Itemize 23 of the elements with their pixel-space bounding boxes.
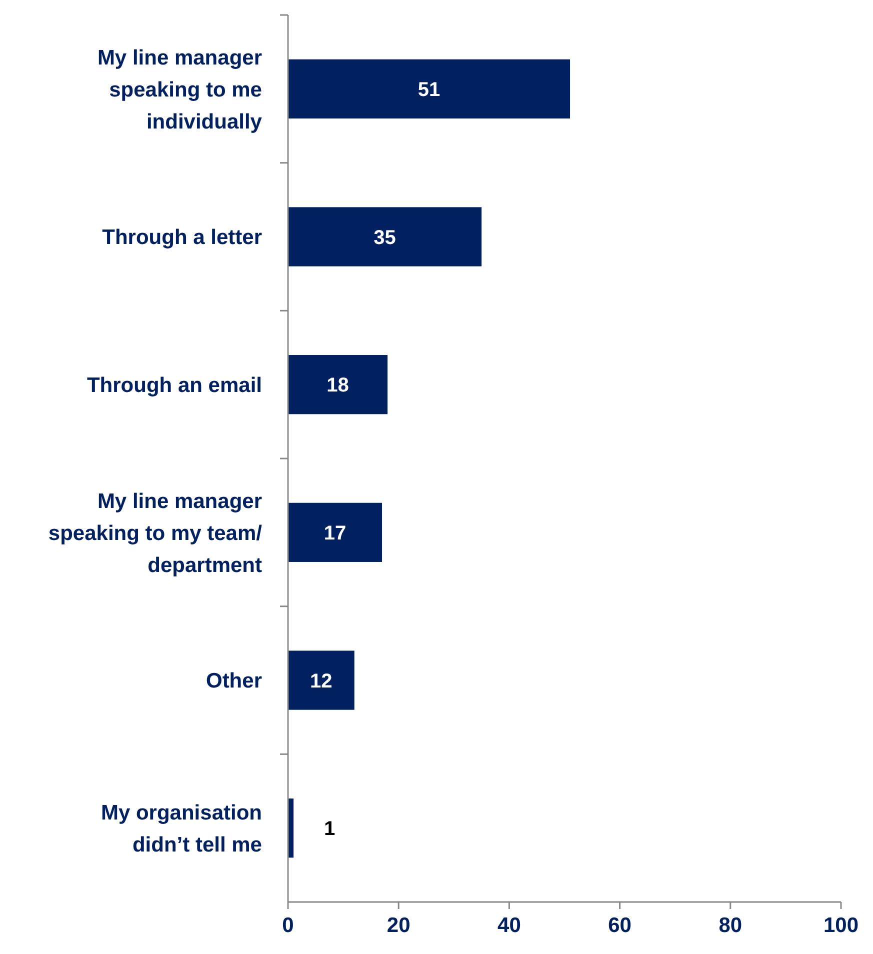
data-label: 17 — [324, 522, 346, 544]
y-tick-label: Through a letter — [102, 226, 262, 250]
y-tick-label: Through an email — [86, 374, 262, 397]
x-tick-label: 60 — [608, 914, 632, 937]
data-label: 1 — [324, 818, 336, 840]
data-label: 12 — [310, 670, 332, 692]
x-tick-label: 20 — [386, 914, 410, 937]
x-tick-label: 100 — [823, 914, 859, 937]
y-tick-label: My line manager speaking to me individually — [97, 46, 262, 134]
y-tick-label: My line manager speaking to my team/ department — [48, 490, 262, 577]
x-tick-label: 0 — [282, 914, 294, 937]
x-tick-label: 80 — [718, 914, 742, 937]
bar — [288, 355, 388, 414]
bar — [288, 59, 570, 118]
bar — [288, 207, 482, 266]
y-tick-label: My organisation didn’t tell me — [100, 801, 262, 856]
bar — [288, 650, 354, 710]
bar — [288, 502, 382, 562]
data-label: 35 — [374, 226, 396, 249]
y-tick-label: Other — [206, 670, 262, 693]
data-label: 18 — [326, 374, 349, 397]
x-tick-label: 40 — [498, 914, 521, 937]
data-label: 51 — [418, 78, 440, 101]
